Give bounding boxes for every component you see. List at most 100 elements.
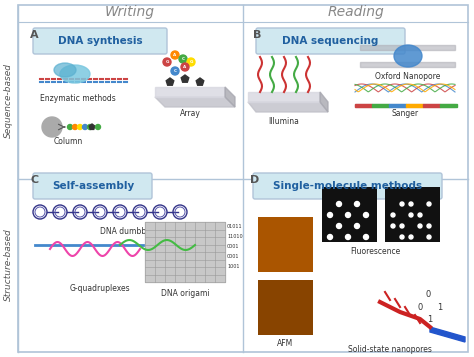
Text: C: C — [173, 69, 176, 73]
Text: Solid-state nanopores: Solid-state nanopores — [348, 345, 432, 354]
Circle shape — [328, 212, 332, 217]
Circle shape — [181, 63, 189, 71]
Polygon shape — [145, 222, 225, 282]
Polygon shape — [248, 102, 328, 112]
Circle shape — [88, 125, 92, 130]
Circle shape — [73, 125, 78, 130]
FancyBboxPatch shape — [256, 28, 405, 54]
FancyBboxPatch shape — [18, 5, 468, 352]
Text: D: D — [250, 175, 259, 185]
Text: 1001: 1001 — [227, 263, 239, 268]
Circle shape — [163, 58, 171, 66]
Polygon shape — [360, 62, 455, 67]
Text: Writing: Writing — [105, 5, 155, 19]
Circle shape — [78, 125, 82, 130]
Circle shape — [427, 235, 431, 239]
Circle shape — [400, 235, 404, 239]
Circle shape — [400, 224, 404, 228]
Text: DNA origami: DNA origami — [161, 289, 210, 298]
Text: Illumina: Illumina — [269, 117, 300, 126]
Circle shape — [427, 202, 431, 206]
Text: 11010: 11010 — [227, 233, 243, 238]
Text: 0: 0 — [425, 290, 430, 299]
Text: G-quadruplexes: G-quadruplexes — [70, 284, 130, 293]
Circle shape — [409, 235, 413, 239]
Circle shape — [171, 67, 179, 75]
Text: G: G — [165, 60, 169, 64]
Text: 0001: 0001 — [227, 253, 239, 258]
Text: Fluorescence: Fluorescence — [350, 247, 400, 256]
FancyBboxPatch shape — [258, 280, 313, 335]
Polygon shape — [406, 104, 423, 107]
Circle shape — [355, 201, 359, 206]
Circle shape — [391, 213, 395, 217]
FancyBboxPatch shape — [385, 187, 440, 242]
Circle shape — [346, 235, 350, 240]
Polygon shape — [225, 87, 235, 107]
Circle shape — [346, 212, 350, 217]
Polygon shape — [355, 104, 455, 107]
Polygon shape — [320, 92, 328, 112]
Text: Column: Column — [54, 137, 82, 146]
FancyBboxPatch shape — [322, 187, 377, 242]
Text: Oxford Nanopore: Oxford Nanopore — [375, 72, 441, 81]
Circle shape — [364, 235, 368, 240]
Circle shape — [42, 117, 62, 137]
Circle shape — [95, 125, 100, 130]
Text: A: A — [30, 30, 38, 40]
Text: Array: Array — [180, 109, 201, 118]
Polygon shape — [440, 104, 457, 107]
FancyBboxPatch shape — [33, 173, 152, 199]
Text: A: A — [183, 65, 187, 69]
Text: A: A — [173, 53, 177, 57]
FancyBboxPatch shape — [33, 28, 167, 54]
Circle shape — [418, 213, 422, 217]
Text: C: C — [182, 57, 184, 61]
Text: Enzymatic methods: Enzymatic methods — [40, 94, 116, 103]
Text: DNA synthesis: DNA synthesis — [58, 36, 142, 46]
Text: G: G — [189, 60, 193, 64]
Circle shape — [337, 223, 341, 228]
Circle shape — [187, 58, 195, 66]
Circle shape — [337, 201, 341, 206]
Ellipse shape — [54, 63, 76, 77]
Polygon shape — [430, 327, 465, 342]
FancyBboxPatch shape — [258, 217, 313, 272]
Circle shape — [179, 55, 187, 63]
Text: 1: 1 — [438, 303, 443, 312]
Circle shape — [409, 202, 413, 206]
Circle shape — [364, 212, 368, 217]
Text: DNA sequencing: DNA sequencing — [282, 36, 378, 46]
Text: B: B — [253, 30, 261, 40]
Text: C: C — [30, 175, 38, 185]
Text: Single-molecule methods: Single-molecule methods — [273, 181, 422, 191]
Polygon shape — [389, 104, 406, 107]
FancyBboxPatch shape — [253, 173, 442, 199]
Circle shape — [409, 213, 413, 217]
Text: Sequence-based: Sequence-based — [3, 62, 12, 137]
Circle shape — [391, 224, 395, 228]
Ellipse shape — [60, 65, 90, 83]
Circle shape — [355, 223, 359, 228]
Circle shape — [82, 125, 88, 130]
Circle shape — [171, 51, 179, 59]
Circle shape — [418, 224, 422, 228]
Polygon shape — [360, 45, 455, 50]
Polygon shape — [423, 104, 440, 107]
Text: 0: 0 — [418, 303, 423, 312]
Text: DNA dumbbells: DNA dumbbells — [100, 227, 160, 236]
Text: Reading: Reading — [328, 5, 384, 19]
Circle shape — [400, 202, 404, 206]
Text: Structure-based: Structure-based — [3, 228, 12, 301]
Polygon shape — [155, 97, 235, 107]
Polygon shape — [372, 104, 389, 107]
Text: Sanger: Sanger — [392, 109, 419, 118]
Circle shape — [328, 235, 332, 240]
Circle shape — [67, 125, 73, 130]
Text: Self-assembly: Self-assembly — [52, 181, 134, 191]
Ellipse shape — [394, 45, 422, 67]
Polygon shape — [155, 87, 225, 97]
Polygon shape — [248, 92, 320, 102]
Text: AFM: AFM — [277, 339, 293, 348]
Circle shape — [427, 224, 431, 228]
